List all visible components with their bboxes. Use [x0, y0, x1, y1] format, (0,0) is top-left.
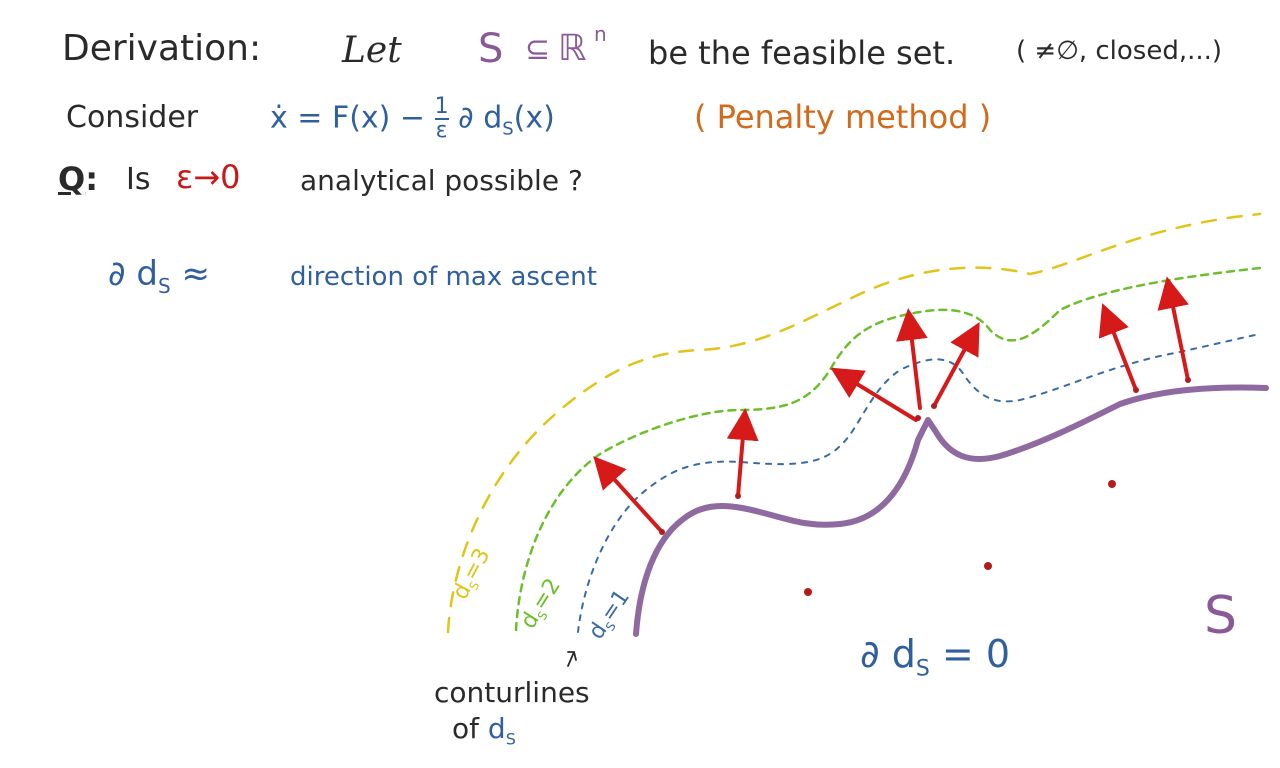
arrow-bases — [659, 377, 1191, 535]
question-label: Q: — [58, 160, 98, 198]
zero-grad-sub: S — [915, 656, 930, 682]
gradient-arrow — [932, 321, 980, 408]
interior-points — [804, 480, 1116, 596]
caption-line-1: conturlines — [434, 676, 590, 709]
zero-grad-ds: ∂ d — [860, 632, 916, 676]
let-word: Let — [342, 30, 402, 71]
gradient-subscript: S — [502, 118, 514, 140]
interior-dot — [804, 588, 812, 596]
equation-lhs: ẋ = F(x) − — [270, 100, 435, 136]
penalty-equation: ẋ = F(x) − 1 ε ∂ dS(x) — [270, 96, 555, 142]
derivation-heading: Derivation: — [62, 28, 262, 69]
penalty-method-note: ( Penalty method ) — [694, 98, 992, 136]
question-is: Is — [126, 162, 151, 197]
contour-line-2 — [514, 266, 1262, 632]
zero-gradient-label: ∂ dS = 0 — [860, 632, 1010, 682]
equation-argument: (x) — [513, 100, 555, 136]
arrow-base-dot — [735, 493, 741, 499]
gradient-distance: ∂ d — [458, 100, 503, 136]
contour-line-3 — [446, 212, 1262, 634]
question-Q: Q — [58, 160, 86, 198]
caption-line-2: of dS — [452, 712, 516, 749]
arrow-base-dot — [915, 415, 921, 421]
caption-pointer-arrow — [567, 651, 577, 667]
dimension-superscript: n — [594, 22, 607, 46]
fraction-denominator: ε — [435, 118, 448, 143]
gradient-arrow — [896, 308, 928, 410]
max-ascent-text: direction of max ascent — [290, 262, 597, 292]
set-label: S — [1204, 586, 1238, 646]
arrow-base-dot — [1133, 387, 1139, 393]
arrow-base-dot — [1185, 377, 1191, 383]
gradient-arrow — [1157, 276, 1190, 382]
gradient-arrow — [593, 456, 664, 534]
contour-line-1 — [577, 333, 1261, 633]
approx-symbol: ≈ — [170, 254, 210, 294]
interior-dot — [984, 562, 992, 570]
fraction: 1 ε — [434, 94, 449, 143]
subset-symbol: ⊆ — [525, 32, 551, 67]
consider-word: Consider — [66, 100, 199, 135]
arrow-base-dot — [659, 529, 665, 535]
question-colon: : — [85, 160, 98, 198]
gradient-arrow — [1098, 303, 1138, 392]
caption-of: of — [452, 712, 479, 745]
question-rest: analytical possible ? — [300, 164, 583, 197]
interior-dot — [1108, 480, 1116, 488]
real-space-symbol: ℝ — [558, 28, 587, 69]
arrow-base-dot — [931, 403, 937, 409]
feasible-set-text: be the feasible set. — [648, 34, 956, 72]
zero-grad-eq: = 0 — [929, 632, 1011, 676]
epsilon-limit: ε→0 — [176, 158, 241, 196]
set-properties: ( ≠∅, closed,...) — [1016, 36, 1223, 66]
gradient-arrow — [726, 408, 759, 498]
gradient-approx: ∂ dS ≈ — [108, 254, 210, 298]
gradient-arrows — [593, 276, 1190, 534]
feasible-set-boundary — [633, 384, 1269, 637]
caption-ds: d — [487, 712, 506, 745]
gradient-ds: ∂ d — [108, 254, 158, 294]
caption-ds-sub: S — [505, 729, 516, 749]
fraction-numerator: 1 — [434, 94, 449, 120]
gradient-ds-subscript: S — [157, 273, 171, 298]
set-symbol-S: S — [478, 26, 504, 72]
gradient-arrow — [830, 367, 918, 422]
